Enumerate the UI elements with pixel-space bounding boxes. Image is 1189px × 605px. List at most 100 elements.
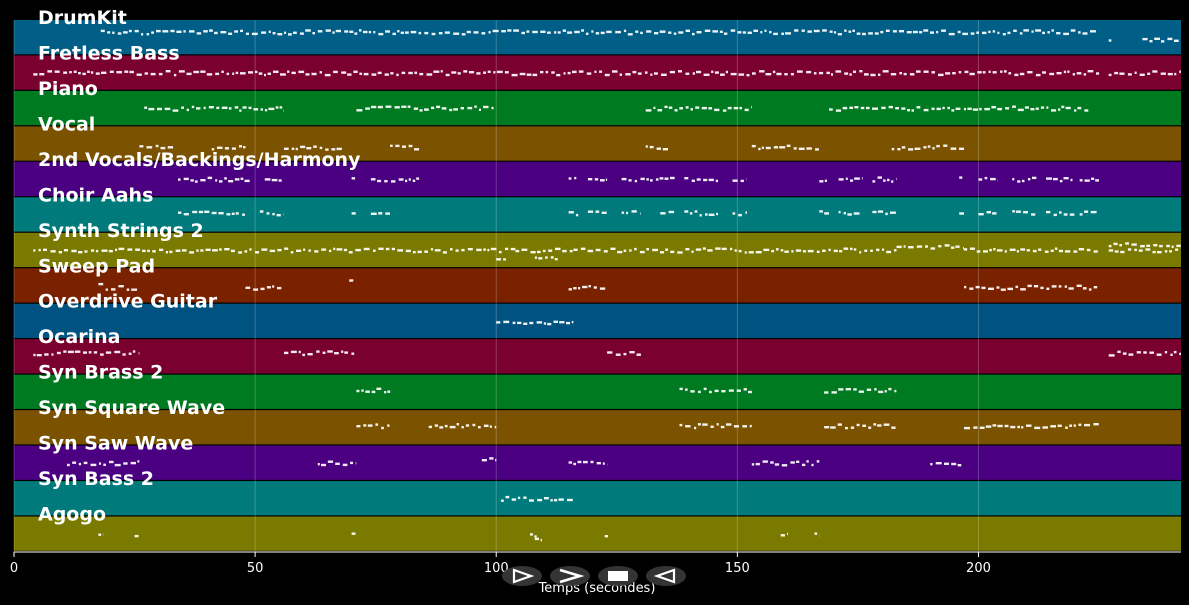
note bbox=[774, 463, 780, 466]
note bbox=[603, 250, 608, 253]
note bbox=[890, 73, 897, 76]
note bbox=[1013, 29, 1017, 32]
stop-button[interactable] bbox=[598, 566, 638, 586]
note bbox=[405, 31, 409, 34]
note bbox=[853, 388, 857, 391]
note bbox=[786, 144, 791, 147]
note bbox=[957, 464, 962, 467]
note bbox=[720, 73, 725, 76]
note bbox=[568, 211, 574, 214]
note bbox=[465, 424, 470, 427]
note bbox=[553, 499, 558, 502]
note bbox=[344, 351, 348, 354]
note bbox=[673, 32, 677, 35]
note bbox=[853, 248, 857, 251]
note bbox=[165, 251, 168, 254]
note bbox=[670, 250, 675, 254]
track-label: Sweep Pad bbox=[38, 255, 155, 277]
note bbox=[1017, 108, 1024, 112]
note bbox=[874, 388, 877, 391]
note bbox=[941, 29, 946, 32]
note bbox=[679, 387, 683, 391]
note bbox=[1164, 351, 1168, 354]
note bbox=[244, 250, 248, 253]
note bbox=[659, 177, 664, 180]
forward-button[interactable] bbox=[550, 566, 590, 586]
note bbox=[866, 388, 872, 391]
note bbox=[190, 179, 194, 182]
note bbox=[708, 213, 715, 216]
note bbox=[814, 532, 818, 535]
note bbox=[371, 390, 376, 394]
note bbox=[595, 32, 600, 35]
note bbox=[255, 251, 260, 254]
note bbox=[964, 248, 968, 251]
note bbox=[51, 353, 54, 356]
note bbox=[371, 73, 377, 76]
note bbox=[997, 31, 1000, 35]
note bbox=[172, 109, 179, 112]
note bbox=[872, 180, 876, 183]
note bbox=[351, 177, 356, 180]
note bbox=[378, 247, 384, 250]
note bbox=[634, 179, 638, 183]
note bbox=[341, 71, 347, 74]
note bbox=[732, 212, 736, 215]
note bbox=[234, 106, 239, 109]
note bbox=[242, 213, 245, 216]
note bbox=[888, 387, 892, 391]
note bbox=[636, 353, 641, 356]
note bbox=[714, 71, 719, 74]
note bbox=[1014, 73, 1019, 77]
note bbox=[95, 249, 99, 253]
note bbox=[444, 31, 450, 34]
note bbox=[685, 29, 690, 32]
note bbox=[325, 29, 331, 32]
note bbox=[997, 424, 1003, 428]
note bbox=[935, 462, 942, 465]
note bbox=[908, 148, 914, 151]
rewind-button[interactable] bbox=[646, 566, 686, 586]
note bbox=[550, 499, 553, 502]
note bbox=[665, 248, 669, 251]
note bbox=[936, 107, 941, 111]
note bbox=[601, 211, 607, 214]
note bbox=[1179, 352, 1181, 356]
note bbox=[951, 246, 955, 249]
note bbox=[639, 250, 645, 254]
note bbox=[656, 147, 661, 150]
note bbox=[891, 180, 894, 183]
track-label: Agogo bbox=[38, 504, 106, 526]
note bbox=[469, 71, 475, 74]
note bbox=[580, 247, 586, 250]
note bbox=[1063, 70, 1067, 74]
note bbox=[864, 73, 869, 76]
track-label: Synth Strings 2 bbox=[38, 220, 204, 242]
note bbox=[715, 179, 718, 183]
note bbox=[349, 30, 354, 33]
note bbox=[478, 426, 481, 429]
track-label: Syn Brass 2 bbox=[38, 362, 163, 384]
play-button[interactable] bbox=[502, 566, 542, 586]
note bbox=[1082, 287, 1087, 290]
note bbox=[306, 147, 312, 150]
note bbox=[507, 29, 512, 32]
note bbox=[950, 147, 957, 150]
note bbox=[896, 177, 897, 181]
note bbox=[300, 32, 304, 35]
note bbox=[563, 72, 566, 75]
note bbox=[670, 176, 675, 180]
note bbox=[183, 30, 186, 33]
note bbox=[997, 107, 1002, 111]
note bbox=[554, 258, 558, 261]
note bbox=[912, 30, 918, 34]
note bbox=[992, 71, 997, 74]
note bbox=[419, 109, 423, 112]
note bbox=[696, 70, 702, 74]
note bbox=[744, 108, 749, 112]
note bbox=[930, 463, 933, 466]
note bbox=[996, 249, 1003, 252]
note bbox=[856, 32, 861, 35]
x-axis-label: Temps (secondes) bbox=[538, 581, 656, 596]
note bbox=[600, 179, 605, 182]
